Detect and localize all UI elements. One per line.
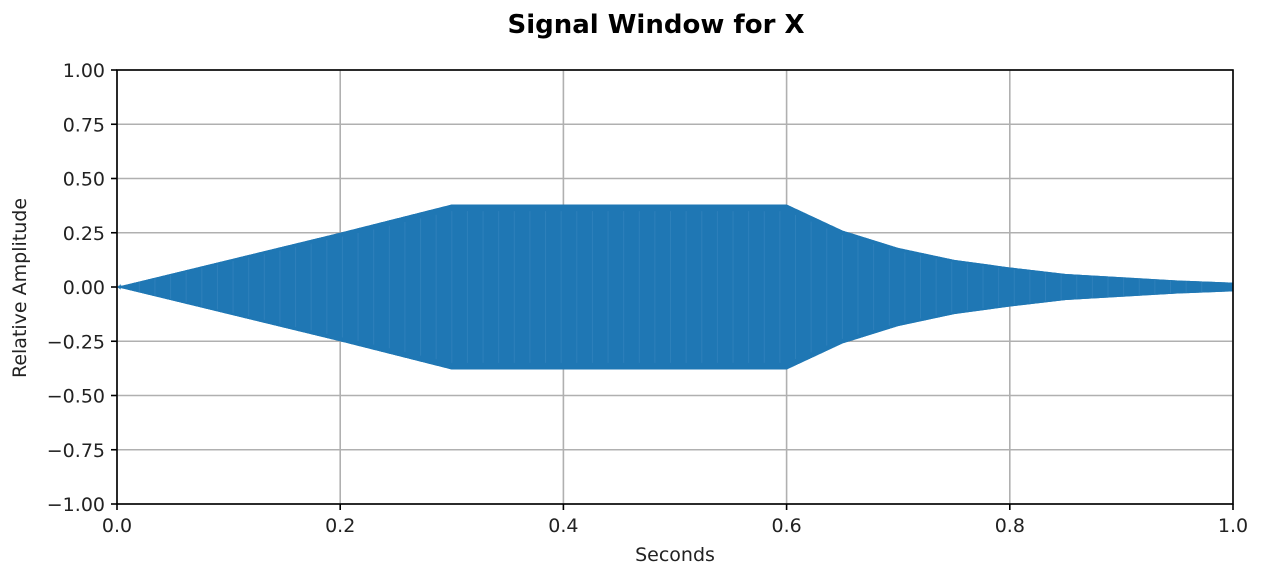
signal-layer [116,204,1234,370]
plot-frame [116,69,1234,505]
x-tick-label: 0.2 [325,515,355,537]
y-tick-label: −0.50 [47,386,105,408]
y-tick-label: 0.50 [63,169,105,191]
x-tick-label: 1.0 [1218,515,1248,537]
y-tick-label: −0.25 [47,331,105,353]
y-tick-label: 0.00 [63,277,105,299]
x-axis-label: Seconds [635,544,715,566]
y-tick-label: −0.75 [47,440,105,462]
x-tick-label: 0.4 [548,515,578,537]
axes-layer: 0.0 0.2 0.4 0.6 0.8 1.0 1.00 0.75 0.50 0.25 0.00 −0… [47,60,1248,537]
signal-line-0 [116,204,1234,370]
chart-title: Signal Window for X [507,10,804,40]
y-axis-label: Relative Amplitude [9,198,31,378]
y-tick-label: 0.25 [63,223,105,245]
y-tick-label: 0.75 [63,114,105,136]
x-tick-label: 0.0 [102,515,132,537]
x-tick-label: 0.6 [771,515,801,537]
y-tick-label: 1.00 [63,60,105,82]
y-tick-label: −1.00 [47,494,105,516]
x-tick-label: 0.8 [995,515,1025,537]
